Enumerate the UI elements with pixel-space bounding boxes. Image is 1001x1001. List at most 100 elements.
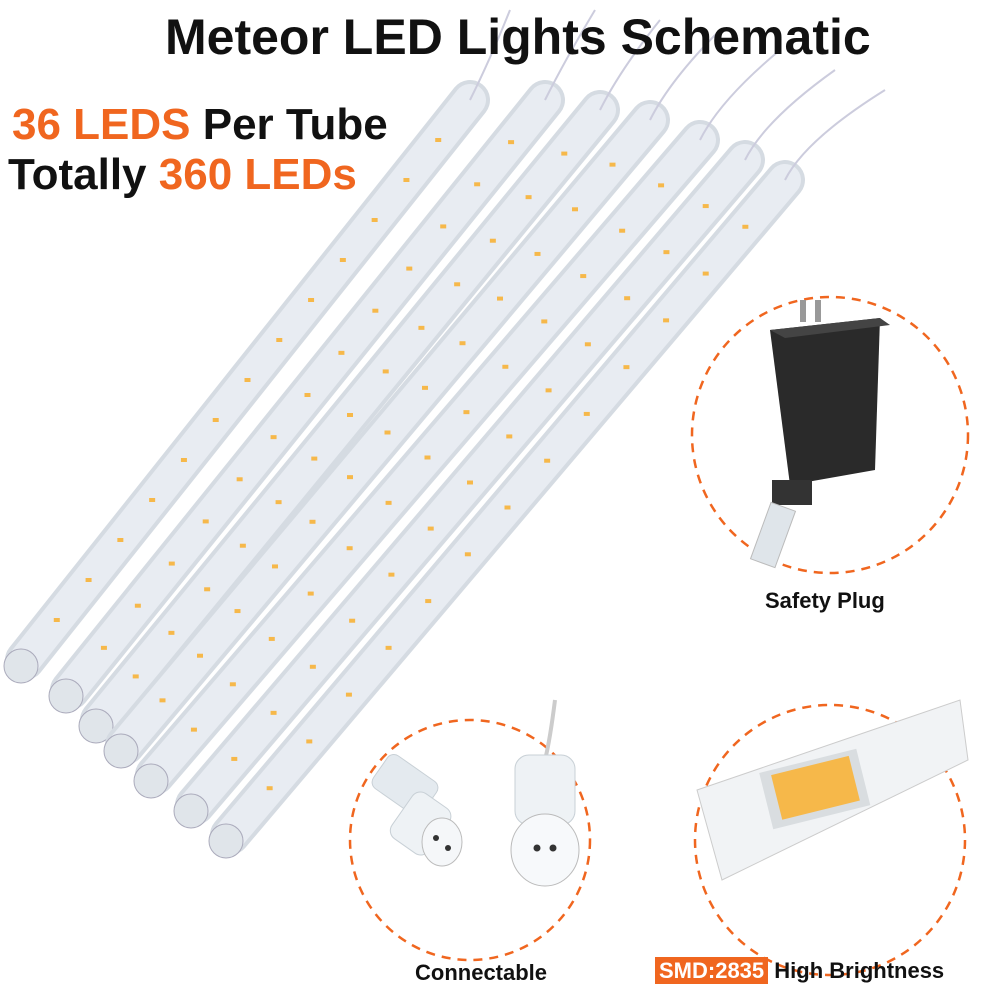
- led-dot: [266, 786, 273, 791]
- tube-wire: [649, 29, 721, 121]
- led-dot: [159, 698, 166, 703]
- tube-end-cap: [133, 763, 169, 799]
- led-dot: [502, 364, 509, 369]
- safety-plug-caption: Safety Plug: [765, 588, 885, 613]
- led-dot: [418, 325, 425, 330]
- led-dot: [168, 561, 175, 566]
- tube-end-cap: [78, 708, 114, 744]
- led-dot: [117, 538, 124, 542]
- led-dot: [212, 418, 219, 422]
- tube-end-cap: [173, 793, 209, 829]
- total-leds: Totally 360 LEDs: [8, 150, 357, 200]
- led-dot: [304, 393, 311, 397]
- led-dot: [463, 410, 470, 415]
- connectable-caption: Connectable: [415, 960, 548, 985]
- led-dot: [474, 182, 481, 187]
- led-dot: [309, 519, 316, 524]
- total-leds-label: Totally: [8, 150, 159, 199]
- led-dot: [583, 411, 590, 416]
- led-dot: [180, 458, 187, 462]
- led-dot: [346, 546, 353, 551]
- led-dot: [435, 138, 442, 142]
- led-dot: [132, 674, 139, 679]
- led-dot: [489, 238, 496, 243]
- smd-caption-text: High Brightness: [768, 958, 945, 983]
- led-dot: [347, 475, 353, 480]
- led-dot: [427, 526, 434, 531]
- tube-wire: [469, 9, 511, 101]
- led-dot: [275, 500, 282, 505]
- led-dot: [388, 572, 395, 577]
- led-dot: [624, 296, 631, 301]
- led-dot: [508, 140, 515, 145]
- led-dot: [663, 318, 670, 323]
- led-dot: [345, 692, 352, 697]
- led-dot: [464, 552, 471, 557]
- led-dot: [270, 710, 277, 715]
- led-dot: [544, 458, 551, 463]
- led-dot: [53, 618, 60, 622]
- led-dot: [525, 195, 532, 200]
- led-dot: [658, 183, 665, 188]
- leds-per-tube-label: Per Tube: [190, 100, 388, 149]
- led-dot: [339, 258, 346, 262]
- led-dot: [85, 578, 92, 582]
- led-dot: [702, 204, 709, 209]
- tube-end-cap: [208, 823, 244, 859]
- led-dot: [372, 308, 379, 313]
- led-dot: [308, 298, 315, 302]
- led-dot: [454, 282, 461, 287]
- tube-end-cap: [103, 733, 139, 769]
- led-dot: [306, 739, 313, 744]
- led-dot: [236, 477, 243, 482]
- led-dot: [231, 756, 238, 761]
- led-dot: [197, 653, 203, 658]
- led-dot: [385, 500, 392, 505]
- led-dot: [425, 599, 432, 604]
- tube-wire: [699, 49, 781, 141]
- led-dot: [541, 319, 548, 324]
- led-dot: [239, 543, 246, 548]
- total-leds-value: 360 LEDs: [158, 150, 357, 199]
- led-dot: [347, 413, 353, 417]
- led-dot: [506, 434, 513, 439]
- tube-end-cap: [48, 678, 84, 714]
- tube-wire: [744, 69, 836, 161]
- led-dot: [406, 266, 413, 271]
- leds-per-tube: 36 LEDS Per Tube: [12, 100, 388, 150]
- led-dot: [276, 338, 283, 342]
- led-dot: [663, 250, 670, 255]
- led-dot: [609, 162, 616, 167]
- led-dot: [440, 224, 447, 229]
- led-dot: [371, 218, 378, 222]
- led-dot: [134, 603, 141, 608]
- led-dot: [268, 636, 275, 641]
- led-dot: [309, 664, 316, 669]
- led-dot: [742, 224, 749, 229]
- led-dot: [385, 645, 392, 650]
- led-dot: [100, 645, 107, 650]
- page-title: Meteor LED Lights Schematic: [165, 9, 871, 65]
- led-dot: [504, 505, 511, 510]
- led-dot: [384, 430, 391, 435]
- led-dot: [234, 609, 241, 614]
- led-dot: [545, 388, 552, 393]
- waterproof-connector-image: [371, 699, 580, 887]
- tube-wire: [784, 89, 886, 181]
- led-dot: [202, 519, 209, 524]
- led-dot: [311, 456, 318, 461]
- smd-caption: SMD:2835 High Brightness: [655, 957, 945, 984]
- led-dot: [190, 727, 197, 732]
- led-dot: [382, 369, 389, 374]
- led-dot: [272, 564, 278, 569]
- smd-badge: SMD:2835: [655, 957, 769, 984]
- led-dot: [338, 350, 345, 355]
- led-dot: [580, 274, 587, 279]
- led-dot: [403, 178, 410, 182]
- led-dot: [307, 591, 314, 596]
- led-dot: [702, 271, 709, 276]
- led-dot: [619, 228, 626, 233]
- led-dot: [244, 378, 251, 382]
- led-dot: [422, 385, 428, 390]
